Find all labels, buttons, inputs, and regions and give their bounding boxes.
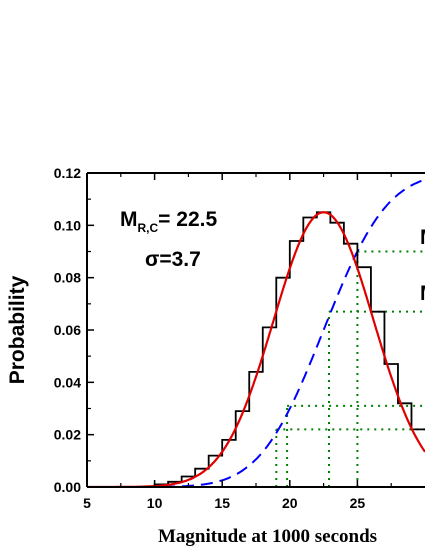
x-tick-label: 20 xyxy=(282,495,298,511)
x-tick-label: 10 xyxy=(147,495,163,511)
y-tick-label: 0.02 xyxy=(54,427,81,443)
annotation-mrc: MR,C= 22.5 xyxy=(120,208,217,235)
y-tick-label: 0.12 xyxy=(54,165,81,181)
y-tick-label: 0.00 xyxy=(54,479,81,495)
x-tick-label: 25 xyxy=(350,495,366,511)
annotation-mrc-sub: R,C xyxy=(138,221,159,235)
annotation-sigma: σ=3.7 xyxy=(145,248,201,271)
x-tick-label: 15 xyxy=(214,495,230,511)
x-tick-label: 5 xyxy=(83,495,91,511)
cumulative-curve xyxy=(87,178,425,487)
y-tick-label: 0.06 xyxy=(54,322,81,338)
annotation-mrc-value: = 22.5 xyxy=(158,208,217,231)
annotation-right-m1: M xyxy=(420,226,425,249)
y-tick-label: 0.04 xyxy=(54,374,81,390)
annotation-mrc-main: M xyxy=(120,208,138,231)
y-tick-label: 0.10 xyxy=(54,217,81,233)
histogram-steps xyxy=(87,211,425,487)
annotation-right-m2: M xyxy=(420,282,425,305)
axis-ticks: 5 10 15 20 25 0.00 0.02 0.04 0.06 0.08 0.10 0.12 xyxy=(54,165,392,511)
y-axis-label: Probability xyxy=(6,275,29,384)
y-tick-label: 0.08 xyxy=(54,270,81,286)
x-axis-label: Magnitude at 1000 seconds xyxy=(158,526,377,547)
gaussian-fit-curve xyxy=(87,211,425,487)
